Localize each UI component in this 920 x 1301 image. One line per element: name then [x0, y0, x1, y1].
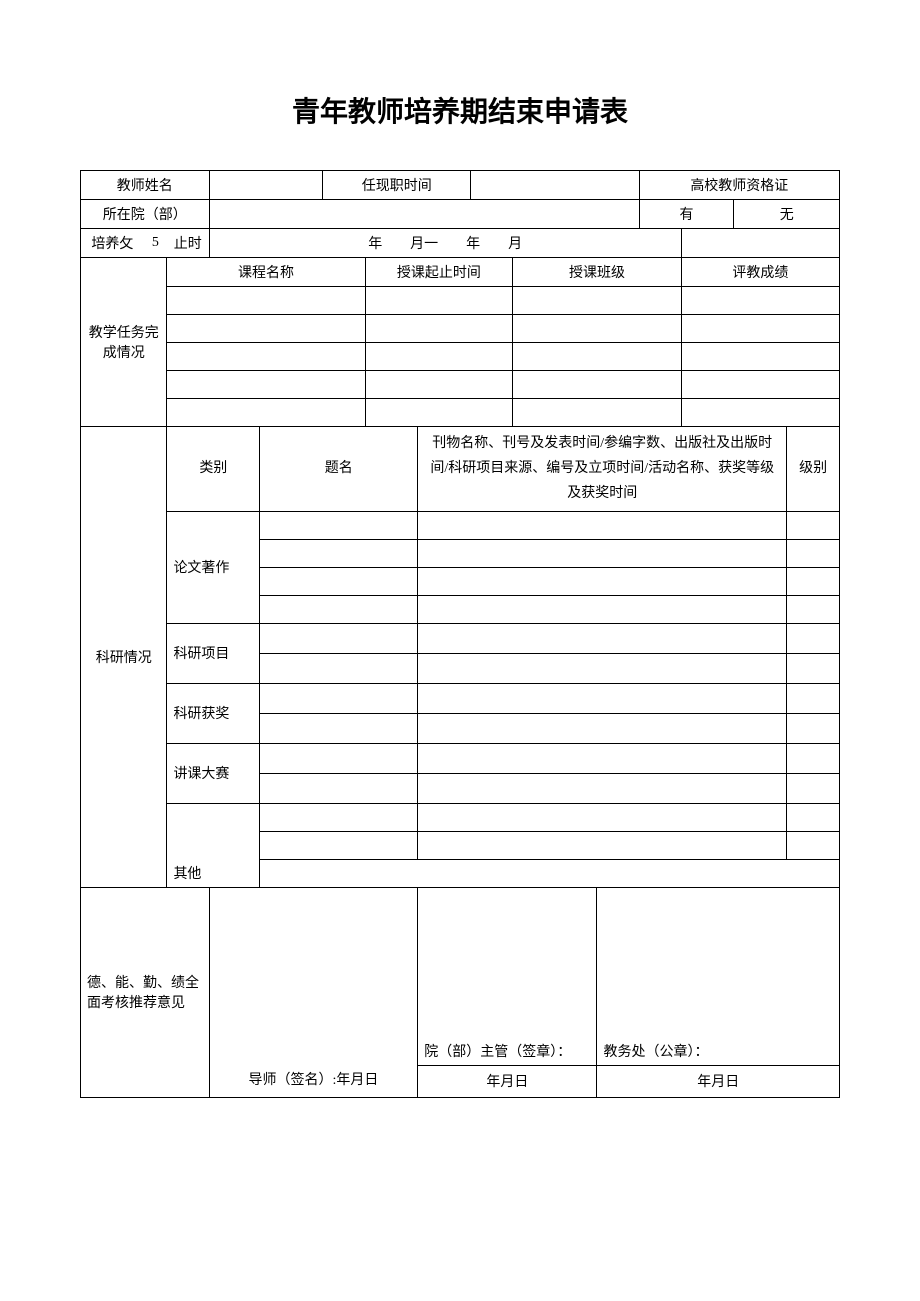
value-department	[209, 200, 639, 229]
teaching-row-2-course	[167, 315, 365, 343]
paper-row-1-info	[418, 511, 787, 539]
other-row-1-level	[787, 803, 840, 831]
document-title: 青年教师培养期结束申请表	[80, 90, 840, 130]
paper-row-4-topic	[260, 595, 418, 623]
paper-row-2-info	[418, 539, 787, 567]
teaching-row-1-class	[513, 287, 682, 315]
mentor-sig-text: 导师（签名）:年月日	[216, 1069, 412, 1089]
award-row-1-level	[787, 683, 840, 713]
teaching-row-4-class	[513, 371, 682, 399]
contest-row-1-topic	[260, 743, 418, 773]
label-department: 所在院（部）	[81, 200, 210, 229]
contest-row-2-level	[787, 773, 840, 803]
teaching-row-2-class	[513, 315, 682, 343]
label-topic: 题名	[260, 427, 418, 512]
project-row-1-topic	[260, 623, 418, 653]
label-course-name: 课程名称	[167, 258, 365, 287]
project-row-1-info	[418, 623, 787, 653]
label-none: 无	[734, 200, 840, 229]
value-teacher-name	[209, 171, 323, 200]
label-lecture-contest: 讲课大赛	[167, 743, 260, 803]
project-row-1-level	[787, 623, 840, 653]
label-other: 其他	[167, 803, 260, 887]
other-row-2-topic	[260, 831, 418, 859]
dept-signature-top: 院（部）主管（签章）：	[418, 887, 597, 1066]
teaching-row-3-period	[365, 343, 513, 371]
project-row-2-info	[418, 653, 787, 683]
contest-row-1-level	[787, 743, 840, 773]
paper-row-2-topic	[260, 539, 418, 567]
award-row-1-topic	[260, 683, 418, 713]
contest-row-2-topic	[260, 773, 418, 803]
teaching-row-2-period	[365, 315, 513, 343]
paper-row-1-level	[787, 511, 840, 539]
label-has: 有	[639, 200, 734, 229]
paper-row-4-level	[787, 595, 840, 623]
other-row-2-level	[787, 831, 840, 859]
teaching-row-3-class	[513, 343, 682, 371]
contest-row-2-info	[418, 773, 787, 803]
award-row-2-info	[418, 713, 787, 743]
teaching-row-1-score	[681, 287, 839, 315]
teaching-row-5-period	[365, 399, 513, 427]
empty-cell-1	[681, 229, 839, 258]
paper-row-2-level	[787, 539, 840, 567]
paper-row-3-topic	[260, 567, 418, 595]
other-row-1-topic	[260, 803, 418, 831]
label-eval-score: 评教成绩	[681, 258, 839, 287]
label-qualification-cert: 高校教师资格证	[639, 171, 839, 200]
dept-signature-bottom: 年月日	[418, 1066, 597, 1098]
label-teaching-period: 授课起止时间	[365, 258, 513, 287]
label-recommendation: 德、能、勤、绩全面考核推荐意见	[81, 887, 210, 1097]
other-row-3-merged	[260, 859, 840, 887]
value-training-period: 年 月一 年 月	[209, 229, 681, 258]
award-row-2-level	[787, 713, 840, 743]
application-form-table: 教师姓名 任现职时间 高校教师资格证 所在院（部） 有 无 培养攵 5 止时 年…	[80, 170, 840, 1098]
label-research: 科研情况	[81, 427, 167, 888]
label-class: 授课班级	[513, 258, 682, 287]
label-five: 5	[144, 229, 167, 258]
teaching-row-4-course	[167, 371, 365, 399]
teaching-row-5-course	[167, 399, 365, 427]
label-teaching-tasks: 教学任务完成情况	[81, 258, 167, 427]
teaching-row-5-score	[681, 399, 839, 427]
label-paper-work: 论文著作	[167, 511, 260, 623]
value-appointment-time	[471, 171, 640, 200]
label-category: 类别	[167, 427, 260, 512]
teaching-row-1-course	[167, 287, 365, 315]
label-teacher-name: 教师姓名	[81, 171, 210, 200]
project-row-2-level	[787, 653, 840, 683]
other-row-2-info	[418, 831, 787, 859]
teaching-row-4-score	[681, 371, 839, 399]
teaching-row-2-score	[681, 315, 839, 343]
label-training-period-b: 止时	[167, 229, 209, 258]
paper-row-3-info	[418, 567, 787, 595]
label-training-period-a: 培养攵	[81, 229, 144, 258]
office-signature-bottom: 年月日	[597, 1066, 840, 1098]
project-row-2-topic	[260, 653, 418, 683]
other-row-1-info	[418, 803, 787, 831]
teaching-row-5-class	[513, 399, 682, 427]
teaching-row-1-period	[365, 287, 513, 315]
paper-row-3-level	[787, 567, 840, 595]
teaching-row-3-score	[681, 343, 839, 371]
teaching-row-4-period	[365, 371, 513, 399]
award-row-1-info	[418, 683, 787, 713]
label-level: 级别	[787, 427, 840, 512]
label-research-award: 科研获奖	[167, 683, 260, 743]
teaching-row-3-course	[167, 343, 365, 371]
label-research-project: 科研项目	[167, 623, 260, 683]
paper-row-1-topic	[260, 511, 418, 539]
label-appointment-time: 任现职时间	[323, 171, 471, 200]
paper-row-4-info	[418, 595, 787, 623]
label-publication-info: 刊物名称、刊号及发表时间/参编字数、出版社及出版时间/科研项目来源、编号及立项时…	[418, 427, 787, 512]
mentor-signature-area: 导师（签名）:年月日	[209, 887, 418, 1097]
award-row-2-topic	[260, 713, 418, 743]
office-signature-top: 教务处（公章）：	[597, 887, 840, 1066]
contest-row-1-info	[418, 743, 787, 773]
